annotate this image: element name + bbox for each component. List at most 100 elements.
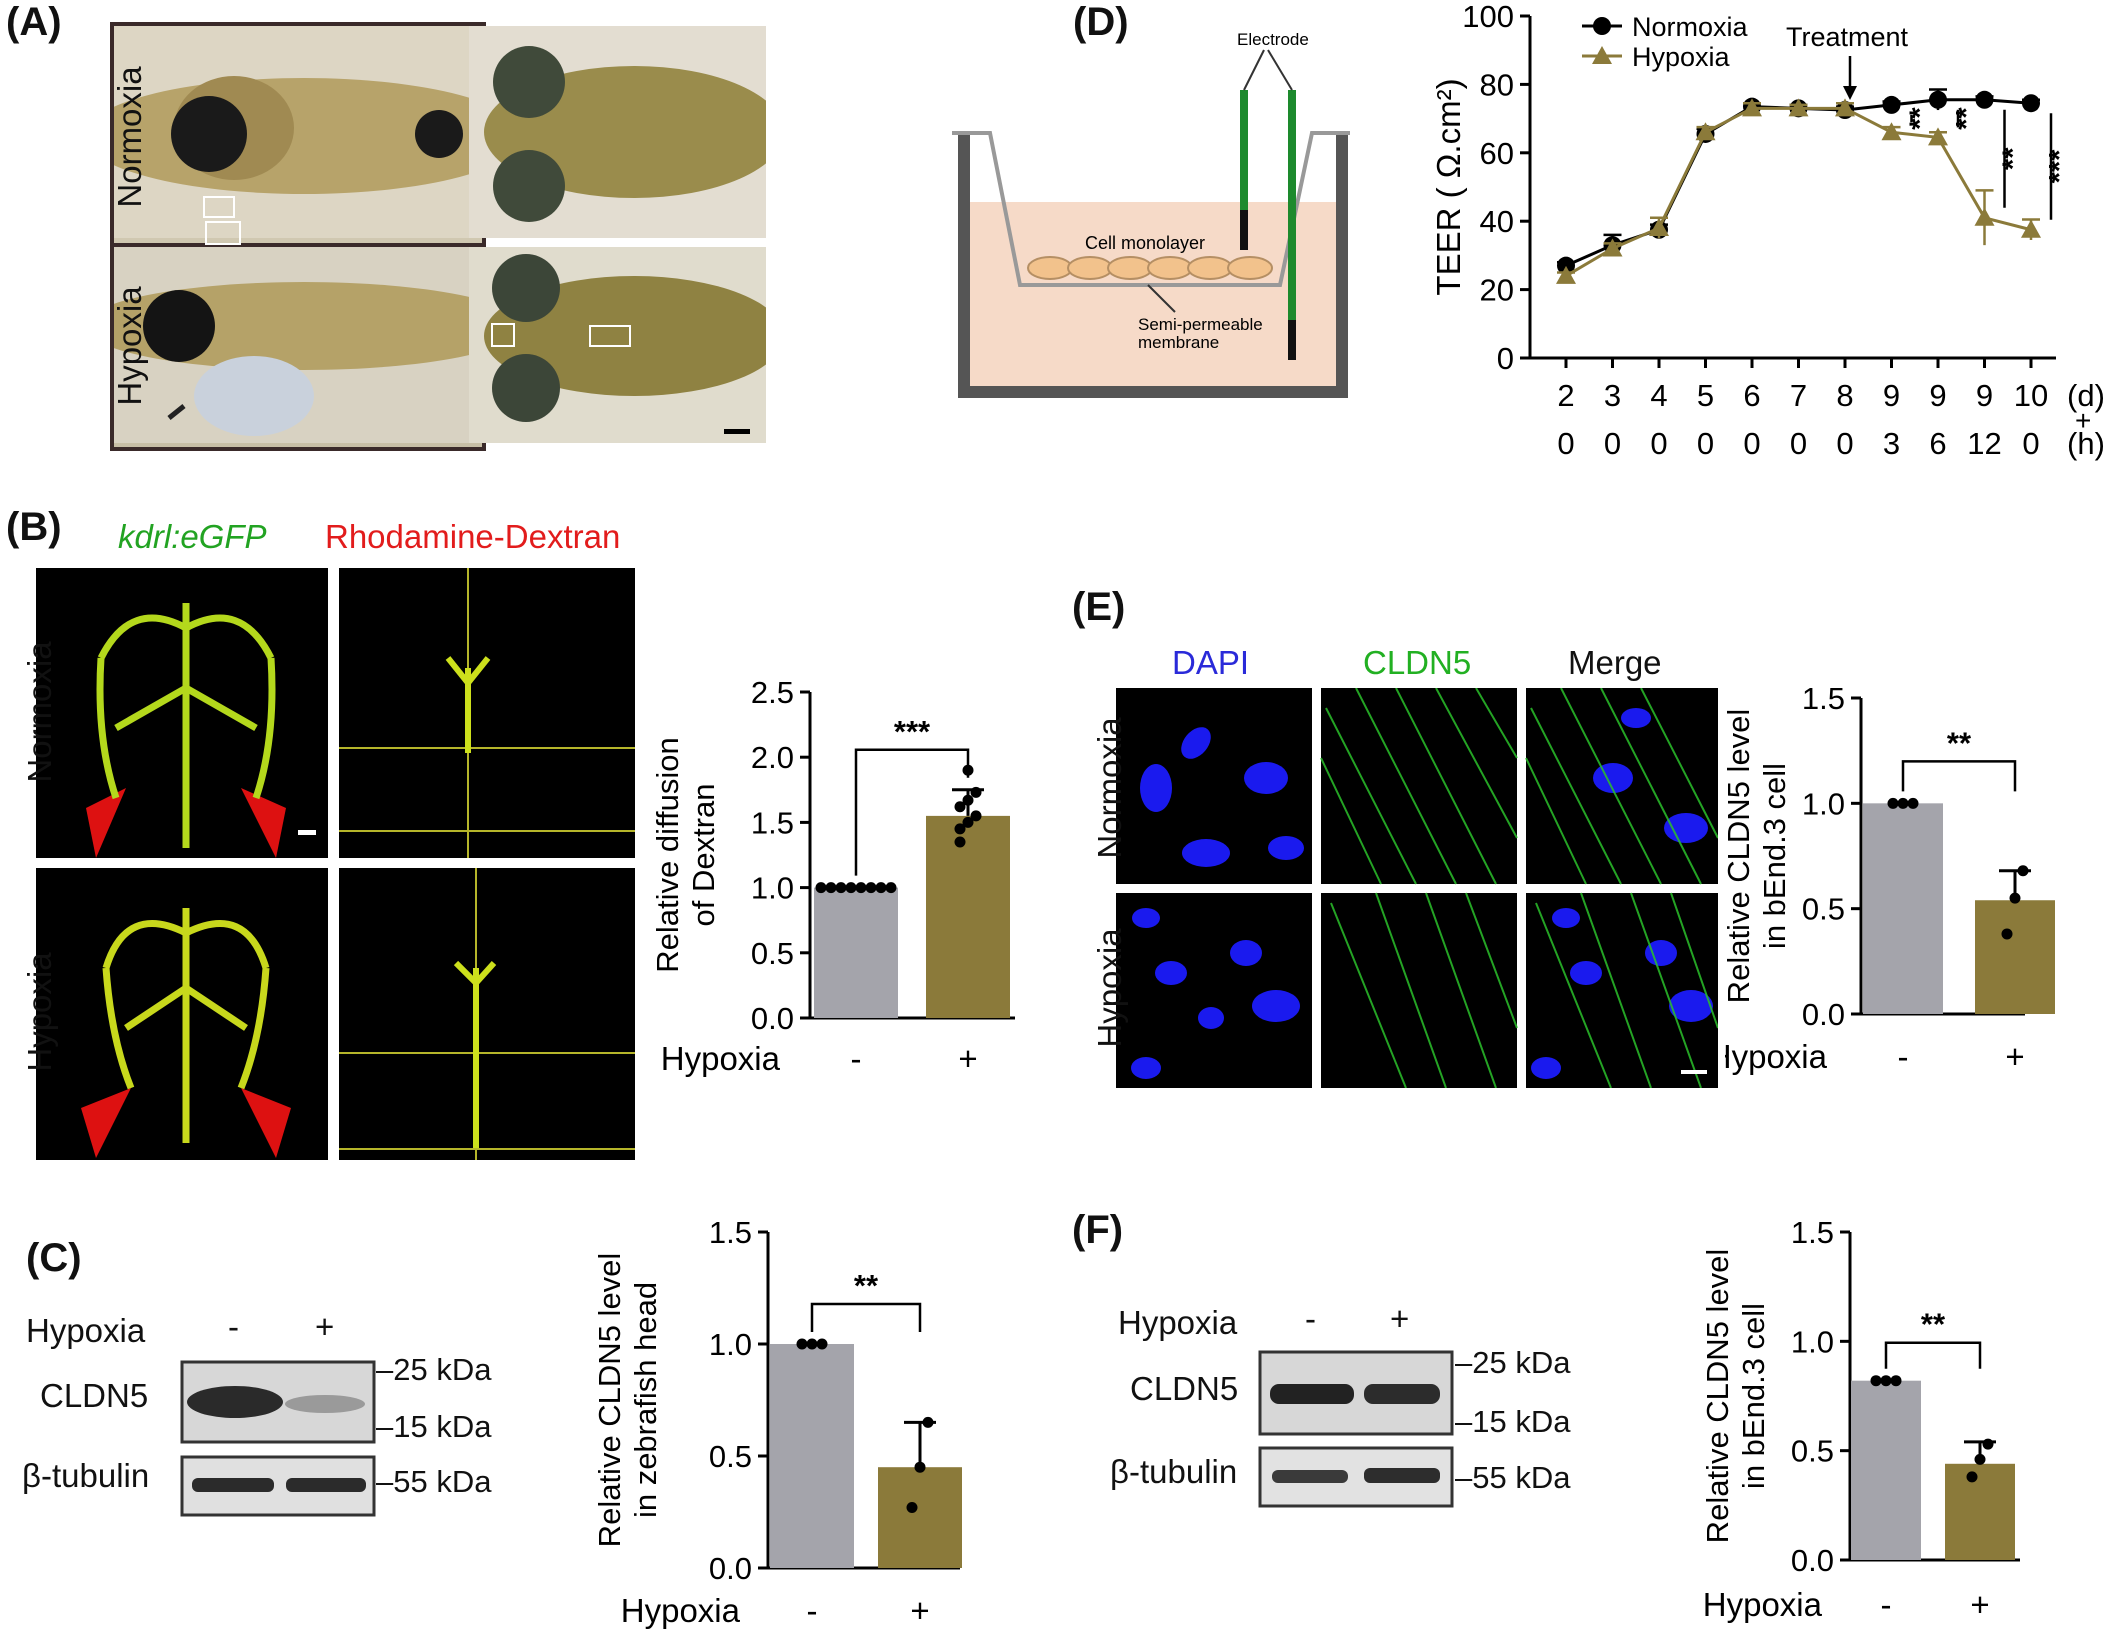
cldn5-bend3-wb-bar-chart: 0.0 0.5 1.0 1.5 Relative CLDN5 level in bEnd.…: [1700, 1215, 2020, 1623]
bar-control: [814, 887, 898, 1018]
electrode-label: Electrode: [1237, 30, 1309, 49]
panel-f-condition: Hypoxia: [1118, 1304, 1238, 1341]
y-tick-label: 1.0: [751, 871, 794, 906]
x-tick-day: 9: [1883, 378, 1900, 413]
point-hypoxia: [1788, 98, 1809, 117]
y-axis-label: Relative diffusion: [650, 737, 685, 973]
panel-b-channel-kdrl: kdrl:eGFP: [118, 518, 267, 555]
point-normoxia: [1975, 90, 1994, 109]
x-category-label: +: [2005, 1038, 2024, 1075]
significance-label: **: [1951, 107, 1983, 130]
significance-bracket: [810, 1302, 922, 1332]
significance-label: **: [1921, 1307, 1946, 1342]
data-point: [1890, 1375, 1902, 1387]
y-tick-label: 0.5: [751, 936, 794, 971]
x-tick-hour: 0: [1836, 426, 1853, 461]
x-category-label: +: [958, 1040, 977, 1077]
panel-b-label: (B): [6, 505, 62, 549]
x-tick-hour: 12: [1967, 426, 2001, 461]
point-normoxia: [1882, 95, 1901, 114]
point-hypoxia: [2021, 219, 2041, 238]
y-axis-label: in bEnd.3 cell: [1736, 1303, 1771, 1489]
x-axis-label: Hypoxia: [661, 1040, 781, 1077]
x-tick-hour: 0: [1650, 426, 1667, 461]
panel-e-row-hypoxia: Hypoxia: [1091, 928, 1128, 1048]
bar-hypoxia: [878, 1467, 962, 1568]
panel-f-plus: +: [1390, 1300, 1410, 1337]
x-tick-day: 6: [1743, 378, 1760, 413]
y-tick-label: 0.0: [1791, 1543, 1834, 1578]
x-tick-day: 4: [1650, 378, 1667, 413]
y-tick-label: 20: [1480, 273, 1514, 308]
x-hour-unit: (h): [2067, 426, 2105, 461]
data-point: [865, 882, 877, 894]
x-category-label: -: [851, 1040, 862, 1077]
significance-label: **: [1998, 147, 2030, 170]
panel-c-band-tubulin: β-tubulin: [22, 1457, 150, 1494]
x-axis-label: Hypoxia: [1725, 1038, 1828, 1075]
y-tick-label: 100: [1462, 0, 1514, 34]
y-tick-label: 0.5: [709, 1439, 752, 1474]
data-point: [1907, 797, 1919, 809]
y-axis-label: Relative CLDN5 level: [592, 1253, 627, 1548]
data-point: [816, 1338, 828, 1350]
panel-f-band-tubulin: β-tubulin: [1110, 1453, 1238, 1490]
data-point: [970, 810, 982, 822]
bar-hypoxia: [1975, 900, 2055, 1014]
transwell-schematic: Electrode Cell monolayer Semi-permeable …: [952, 30, 1350, 398]
panel-f-band-cldn5: CLDN5: [1130, 1370, 1239, 1407]
significance-label: **: [854, 1268, 879, 1303]
y-tick-label: 1.0: [1802, 786, 1845, 821]
data-point: [855, 882, 867, 894]
data-point: [1897, 797, 1909, 809]
panel-f-marker-15: –15 kDa: [1455, 1404, 1571, 1439]
point-hypoxia: [1649, 218, 1669, 237]
zebrafish-micrographs: [114, 26, 766, 443]
x-tick-day: 10: [2014, 378, 2048, 413]
x-tick-day: 8: [1836, 378, 1853, 413]
y-tick-label: 0: [1497, 341, 1514, 376]
y-axis-label: of Dextran: [686, 783, 721, 926]
x-tick-day: 5: [1697, 378, 1714, 413]
legend-label-normoxia: Normoxia: [1632, 12, 1749, 42]
data-point: [1880, 1375, 1892, 1387]
x-tick-hour: 6: [1929, 426, 1946, 461]
x-tick-hour: 0: [2022, 426, 2039, 461]
data-point: [954, 836, 966, 848]
panel-c-label: (C): [26, 1236, 82, 1280]
significance-label: ***: [894, 714, 931, 749]
y-tick-label: 2.0: [751, 740, 794, 775]
panel-c-band-cldn5: CLDN5: [40, 1377, 149, 1414]
bar-hypoxia: [926, 815, 1010, 1018]
panel-c-marker-55: –55 kDa: [376, 1464, 492, 1499]
point-hypoxia: [1835, 98, 1855, 117]
y-axis-label: Relative CLDN5 level: [1700, 1249, 1735, 1544]
legend-label-hypoxia: Hypoxia: [1632, 42, 1731, 72]
y-axis-label: in zebrafish head: [628, 1282, 663, 1518]
x-category-label: -: [1881, 1586, 1892, 1623]
y-tick-label: 40: [1480, 204, 1514, 239]
significance-bracket: [1901, 760, 2017, 792]
significance-bracket: [854, 748, 970, 876]
point-hypoxia: [1742, 98, 1762, 117]
data-point: [845, 882, 857, 894]
panel-f-label: (F): [1072, 1208, 1124, 1252]
x-category-label: +: [1970, 1586, 1989, 1623]
x-tick-hour: 0: [1697, 426, 1714, 461]
x-tick-day: 9: [1929, 378, 1946, 413]
data-point: [954, 823, 966, 835]
data-point: [962, 794, 974, 806]
x-tick-hour: 0: [1557, 426, 1574, 461]
x-tick-hour: 0: [1743, 426, 1760, 461]
x-category-label: -: [1898, 1038, 1909, 1075]
bar-control: [770, 1344, 854, 1568]
x-category-label: -: [807, 1592, 818, 1629]
panel-d-label: (D): [1073, 0, 1129, 44]
data-point: [1982, 1438, 1994, 1450]
x-tick-day: 9: [1976, 378, 1993, 413]
significance-label: **: [1905, 107, 1937, 130]
treatment-label: Treatment: [1786, 22, 1909, 52]
y-tick-label: 0.0: [709, 1551, 752, 1586]
